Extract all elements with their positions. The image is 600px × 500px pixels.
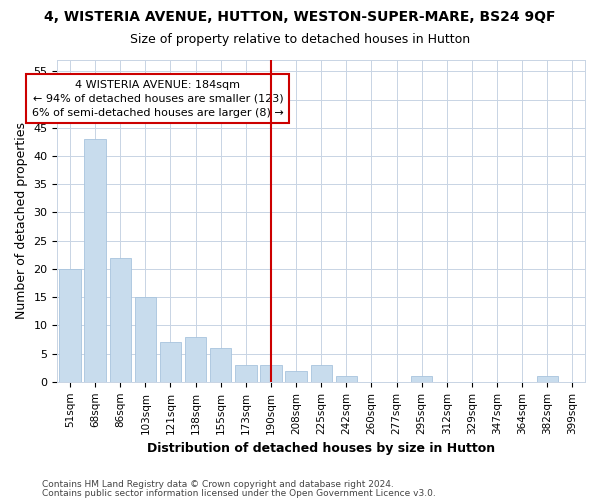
Bar — [411, 376, 433, 382]
Text: 4 WISTERIA AVENUE: 184sqm
← 94% of detached houses are smaller (123)
6% of semi-: 4 WISTERIA AVENUE: 184sqm ← 94% of detac… — [32, 80, 284, 118]
Bar — [286, 370, 307, 382]
Bar — [185, 336, 206, 382]
Bar — [85, 139, 106, 382]
Bar — [134, 297, 156, 382]
Bar — [59, 269, 80, 382]
Text: Contains HM Land Registry data © Crown copyright and database right 2024.: Contains HM Land Registry data © Crown c… — [42, 480, 394, 489]
Bar — [235, 365, 257, 382]
Bar — [536, 376, 558, 382]
Bar — [335, 376, 357, 382]
X-axis label: Distribution of detached houses by size in Hutton: Distribution of detached houses by size … — [147, 442, 495, 455]
Bar — [210, 348, 232, 382]
Bar — [311, 365, 332, 382]
Bar — [160, 342, 181, 382]
Bar — [260, 365, 281, 382]
Bar — [110, 258, 131, 382]
Text: 4, WISTERIA AVENUE, HUTTON, WESTON-SUPER-MARE, BS24 9QF: 4, WISTERIA AVENUE, HUTTON, WESTON-SUPER… — [44, 10, 556, 24]
Text: Size of property relative to detached houses in Hutton: Size of property relative to detached ho… — [130, 32, 470, 46]
Y-axis label: Number of detached properties: Number of detached properties — [15, 122, 28, 320]
Text: Contains public sector information licensed under the Open Government Licence v3: Contains public sector information licen… — [42, 488, 436, 498]
